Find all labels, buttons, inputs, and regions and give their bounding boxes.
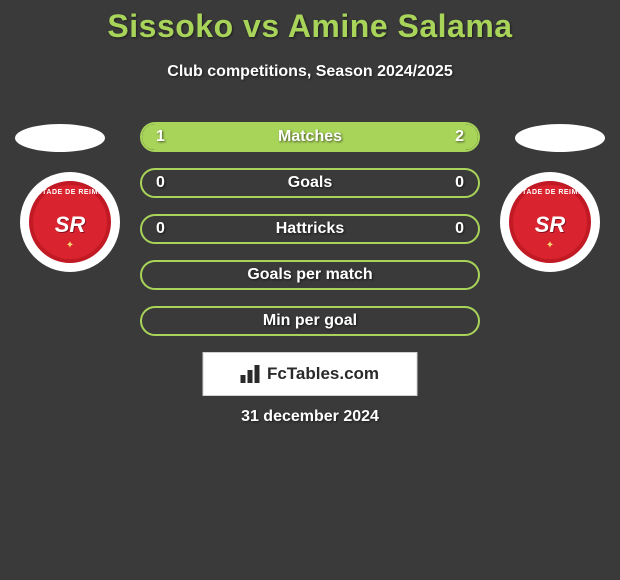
crest-monogram-right: SR xyxy=(535,212,566,238)
chart-icon xyxy=(241,365,263,383)
date-label: 31 december 2024 xyxy=(0,408,620,426)
stat-label: Goals xyxy=(288,174,332,192)
stat-bar: 1 Matches 2 xyxy=(140,122,480,152)
stat-value-right: 2 xyxy=(455,128,464,146)
club-crest-left: STADE DE REIMS SR ✦ xyxy=(20,172,120,272)
stat-label: Min per goal xyxy=(263,312,357,330)
crest-arc-text-left: STADE DE REIMS xyxy=(35,189,105,196)
stats-bar-list: 1 Matches 2 0 Goals 0 0 Hattricks 0 Goals per mat… xyxy=(140,122,480,352)
stat-bar: 0 Goals 0 xyxy=(140,168,480,198)
club-crest-right-inner: STADE DE REIMS SR ✦ xyxy=(509,181,591,263)
club-crest-right: STADE DE REIMS SR ✦ xyxy=(500,172,600,272)
crest-arc-text-right: STADE DE REIMS xyxy=(515,189,585,196)
stat-bar: Min per goal xyxy=(140,306,480,336)
fctables-logo: FcTables.com xyxy=(203,352,418,396)
stat-label: Goals per match xyxy=(247,266,372,284)
page-title: Sissoko vs Amine Salama xyxy=(0,0,620,45)
club-crest-left-inner: STADE DE REIMS SR ✦ xyxy=(29,181,111,263)
crest-laurel-left: ✦ xyxy=(66,240,74,251)
stat-value-left: 0 xyxy=(156,174,165,192)
stat-bar: Goals per match xyxy=(140,260,480,290)
player-right-shadow xyxy=(515,124,605,152)
stat-value-left: 1 xyxy=(156,128,165,146)
subtitle: Club competitions, Season 2024/2025 xyxy=(0,63,620,81)
stat-value-right: 0 xyxy=(455,174,464,192)
logo-text: FcTables.com xyxy=(267,364,379,384)
crest-laurel-right: ✦ xyxy=(546,240,554,251)
stat-label: Hattricks xyxy=(276,220,344,238)
stat-bar: 0 Hattricks 0 xyxy=(140,214,480,244)
stat-value-right: 0 xyxy=(455,220,464,238)
stat-label: Matches xyxy=(278,128,342,146)
player-left-shadow xyxy=(15,124,105,152)
stat-value-left: 0 xyxy=(156,220,165,238)
crest-monogram-left: SR xyxy=(55,212,86,238)
